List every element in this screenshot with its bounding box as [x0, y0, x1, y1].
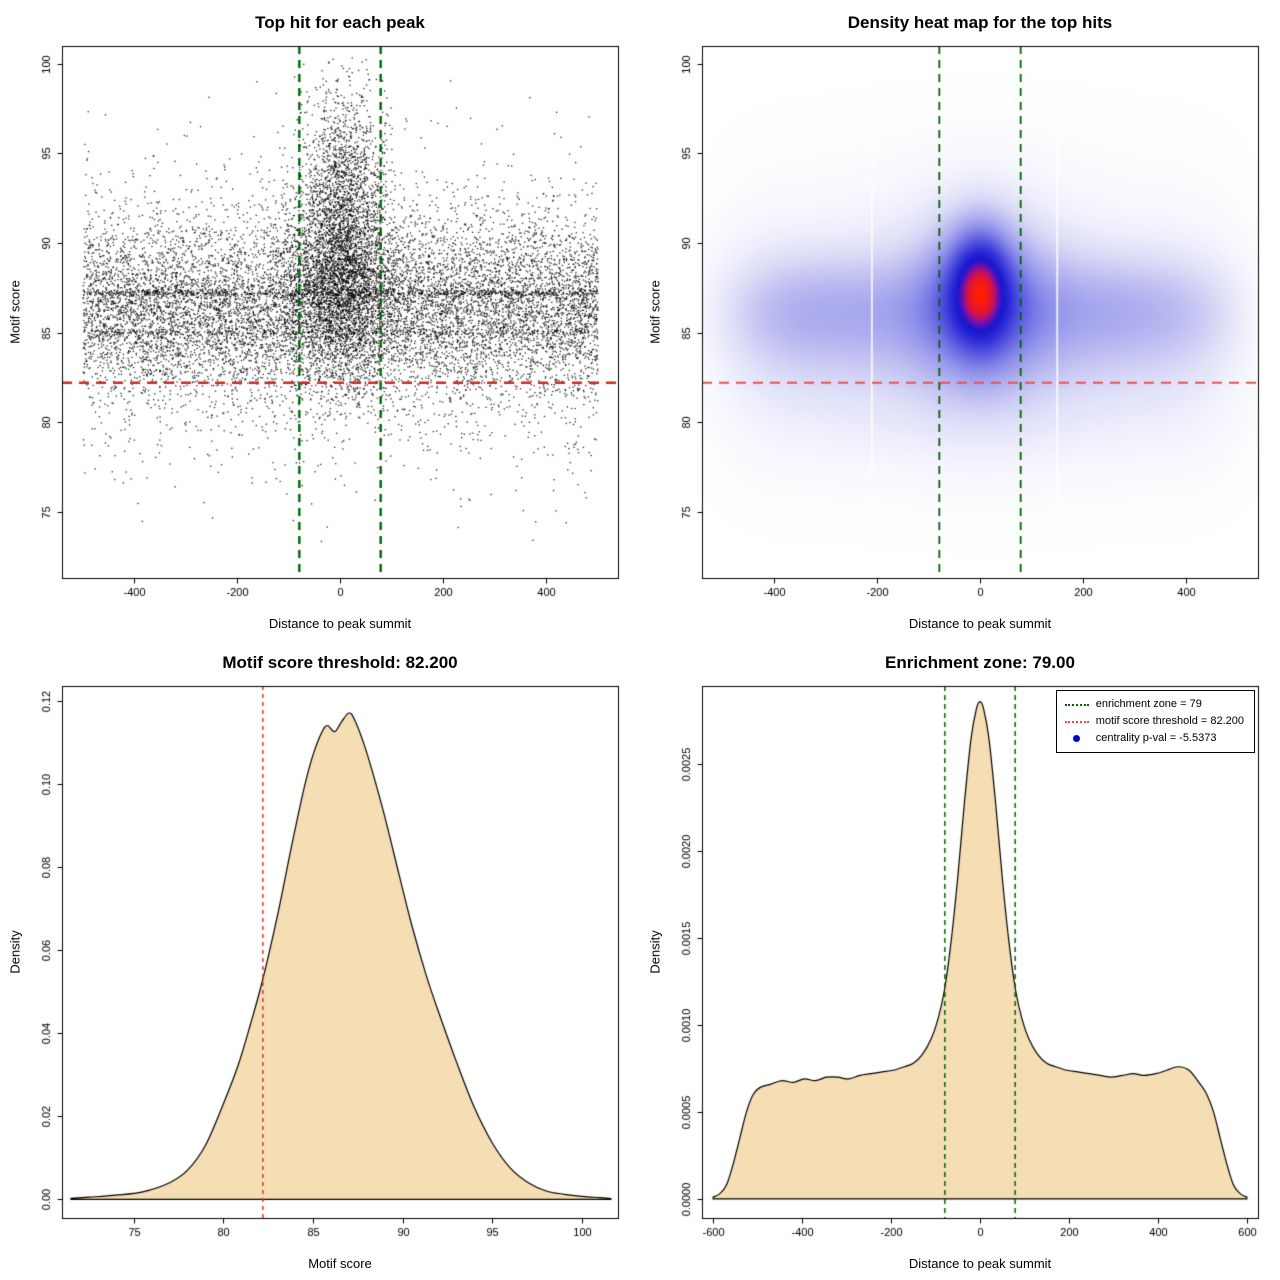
enrichment-zone-line-icon [1064, 703, 1089, 706]
panel-motif-density: Motif score threshold: 82.200 Motif scor… [0, 640, 640, 1280]
scatter-xlabel: Distance to peak summit [268, 616, 412, 631]
scatter-plot-canvas [0, 0, 640, 640]
distance-density-xlabel: Distance to peak summit [908, 1256, 1052, 1271]
legend-label-centrality-pval: centrality p-val = -5.5373 [1095, 732, 1217, 744]
heatmap-canvas [640, 0, 1280, 640]
distance-density-ylabel: Density [647, 930, 663, 974]
heatmap-xlabel: Distance to peak summit [908, 616, 1052, 631]
motif-density-ylabel: Density [7, 930, 23, 974]
panel-heatmap: Density heat map for the top hits Distan… [640, 0, 1280, 640]
panel-distance-density: Enrichment zone: 79.00 Distance to peak … [640, 640, 1280, 1280]
legend-row-motif-threshold: motif score threshold = 82.200 [1064, 715, 1244, 728]
distance-density-title: Enrichment zone: 79.00 [885, 653, 1075, 672]
motif-density-canvas [0, 640, 640, 1280]
scatter-title: Top hit for each peak [255, 13, 425, 32]
centrality-pval-dot-icon [1073, 735, 1081, 742]
legend-row-centrality-pval: centrality p-val = -5.5373 [1065, 732, 1244, 745]
plot-legend: enrichment zone = 79 motif score thresho… [1055, 690, 1255, 753]
motif-threshold-line-icon [1064, 720, 1089, 723]
legend-label-enrichment-zone: enrichment zone = 79 [1095, 698, 1202, 710]
legend-label-motif-threshold: motif score threshold = 82.200 [1095, 715, 1244, 727]
scatter-ylabel: Motif score [7, 280, 23, 344]
heatmap-ylabel: Motif score [647, 280, 663, 344]
motif-density-xlabel: Motif score [308, 1256, 372, 1271]
legend-row-enrichment-zone: enrichment zone = 79 [1064, 698, 1244, 711]
panel-scatter: Top hit for each peak Distance to peak s… [0, 0, 640, 640]
motif-density-title: Motif score threshold: 82.200 [222, 653, 458, 672]
heatmap-title: Density heat map for the top hits [847, 13, 1113, 32]
